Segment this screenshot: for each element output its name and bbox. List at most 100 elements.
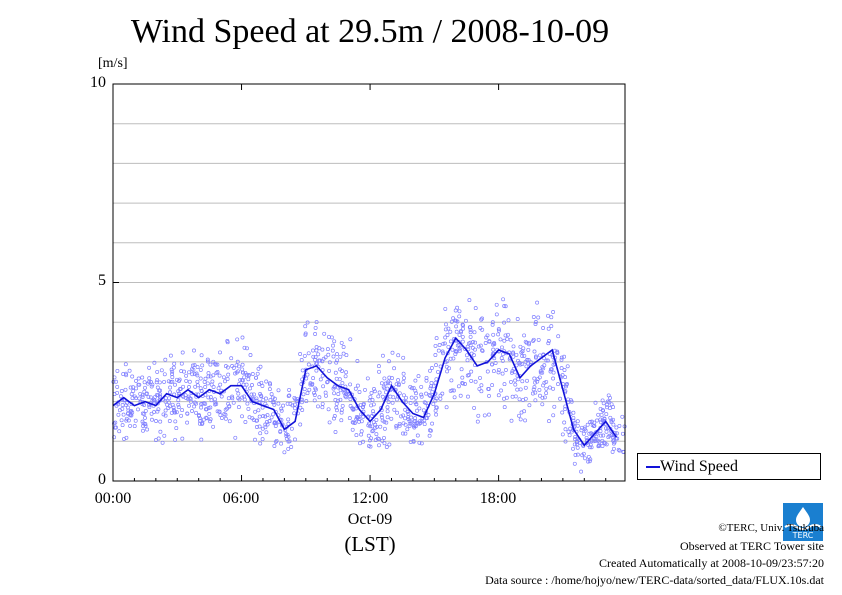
raw-data-point [217,373,222,378]
raw-data-point [609,402,614,407]
raw-data-point [513,378,518,383]
raw-data-point [130,396,135,401]
raw-data-point [386,400,391,404]
raw-data-point [598,429,603,434]
raw-data-point [179,361,184,366]
raw-data-point [433,353,438,357]
raw-data-point [348,397,353,402]
raw-data-point [335,358,340,363]
raw-data-point [170,375,175,380]
raw-data-point [596,412,601,417]
raw-data-point [236,369,241,374]
raw-data-point [174,377,179,382]
raw-data-point [312,390,316,395]
raw-data-point [250,416,255,421]
raw-data-point [325,347,330,352]
raw-data-point [460,375,465,380]
raw-data-point [331,354,336,359]
raw-data-point [336,392,341,396]
raw-data-point [155,401,160,406]
credit-copyright: ©TERC, Univ. Tsukuba [718,522,824,534]
raw-data-point [246,377,251,382]
raw-data-point [382,441,387,446]
raw-data-point [501,297,506,302]
raw-data-point [208,362,213,367]
raw-data-point [304,376,309,381]
raw-data-point [236,405,241,410]
raw-points [111,297,627,474]
raw-data-point [584,435,589,440]
raw-data-point [255,418,260,423]
raw-data-point [415,433,420,438]
raw-data-point [547,419,551,424]
raw-data-point [343,394,348,399]
raw-data-point [401,371,406,376]
raw-data-point [333,398,338,402]
raw-data-point [269,392,274,397]
raw-data-point [447,366,452,371]
raw-data-point [254,425,259,429]
raw-data-point [407,419,412,424]
raw-data-point [502,320,507,325]
raw-data-point [523,385,528,390]
raw-data-point [411,439,416,444]
raw-data-point [546,339,551,343]
raw-data-point [370,424,375,429]
raw-data-point [405,427,410,432]
raw-data-point [215,409,220,414]
raw-data-point [572,461,577,466]
raw-data-point [490,383,495,388]
raw-data-point [338,397,343,402]
raw-data-point [549,324,554,329]
raw-data-point [397,421,402,426]
raw-data-point [243,370,248,375]
raw-data-point [185,420,190,425]
raw-data-point [163,396,168,401]
raw-data-point [551,413,556,418]
raw-data-point [123,387,128,392]
raw-data-point [306,351,311,356]
raw-data-point [286,421,291,426]
raw-data-point [209,382,214,387]
raw-data-point [155,369,160,374]
raw-data-point [568,426,573,431]
raw-data-point [128,385,133,390]
raw-data-point [264,379,269,384]
raw-data-point [601,433,606,438]
raw-data-point [388,394,393,399]
raw-data-point [371,428,376,433]
raw-data-point [339,418,344,423]
raw-data-point [162,372,167,377]
raw-data-point [125,400,130,405]
raw-data-point [401,379,406,384]
raw-data-point [279,441,284,446]
raw-data-point [279,408,284,413]
raw-data-point [385,409,390,414]
raw-data-point [227,404,232,409]
raw-data-point [332,414,337,418]
raw-data-point [140,375,145,380]
raw-data-point [137,382,142,387]
raw-data-point [187,370,191,375]
raw-data-point [332,391,337,396]
raw-data-point [572,442,577,447]
raw-data-point [254,396,259,401]
raw-data-point [461,326,465,331]
raw-data-point [168,390,172,395]
raw-data-point [434,363,438,368]
raw-data-point [273,439,278,444]
raw-data-point [121,412,126,417]
raw-data-point [523,418,528,423]
raw-data-point [247,373,251,377]
raw-data-point [316,404,320,409]
raw-data-point [491,369,496,374]
raw-data-point [289,445,294,449]
raw-data-point [155,378,160,383]
raw-data-point [327,368,332,373]
raw-data-point [124,435,129,440]
raw-data-point [334,401,339,406]
raw-data-point [571,410,576,415]
raw-data-point [314,368,319,373]
raw-data-point [468,330,473,335]
raw-data-point [348,382,353,387]
